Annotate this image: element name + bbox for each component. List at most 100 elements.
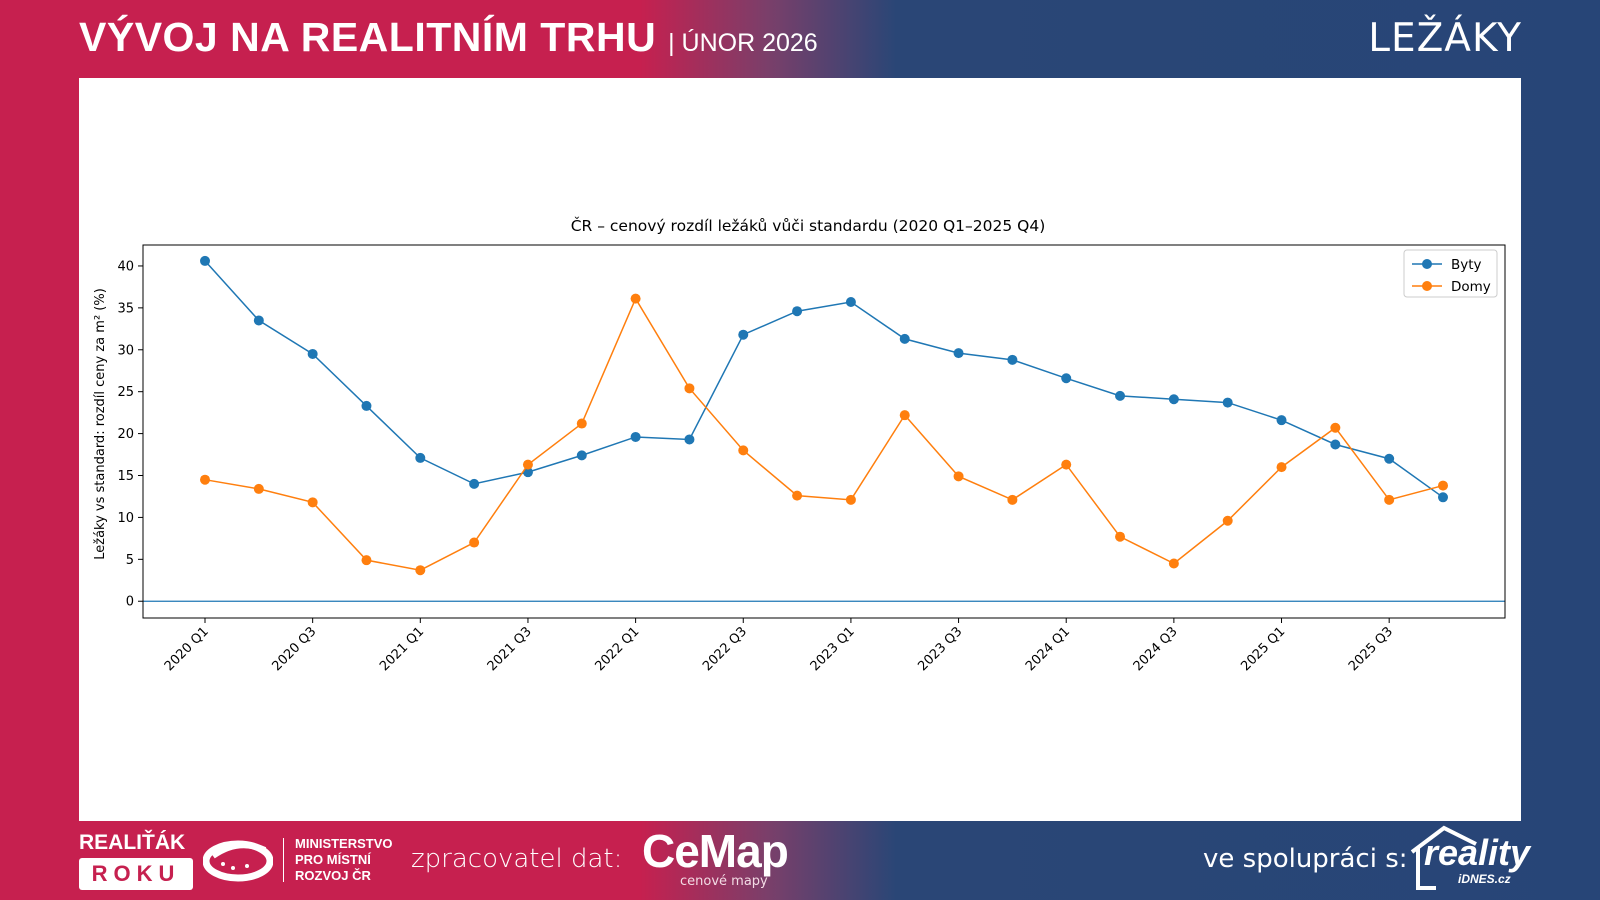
- x-tick-label: 2025 Q3: [1346, 624, 1396, 674]
- data-processor-label: zpracovatel dat:: [411, 844, 623, 874]
- y-tick-label: 30: [117, 343, 134, 358]
- data-point-domy: [576, 418, 587, 429]
- section-title: LEŽÁKY: [1368, 16, 1522, 61]
- data-point-domy: [1330, 422, 1341, 433]
- data-point-byty: [361, 400, 372, 411]
- ministry-divider: [283, 838, 284, 882]
- data-point-domy: [522, 459, 533, 470]
- cemap-logo-subtitle: cenové mapy: [680, 874, 768, 889]
- data-point-byty: [1115, 390, 1126, 401]
- y-tick-label: 15: [117, 469, 134, 484]
- x-tick-label: 2021 Q1: [377, 624, 427, 674]
- x-tick-label: 2025 Q1: [1238, 624, 1288, 674]
- data-point-byty: [1061, 373, 1072, 384]
- y-tick-label: 40: [117, 259, 134, 274]
- x-tick-label: 2020 Q1: [162, 624, 212, 674]
- y-axis-label: Ležáky vs standard: rozdíl ceny za m² (%…: [93, 288, 108, 560]
- data-point-domy: [1168, 558, 1179, 569]
- x-tick-label: 2023 Q3: [915, 624, 965, 674]
- data-point-byty: [307, 348, 318, 359]
- cemap-logo-word: CeMap: [642, 825, 789, 877]
- chart-title: ČR – cenový rozdíl ležáků vůči standardu…: [571, 216, 1046, 235]
- y-tick-label: 25: [117, 385, 134, 400]
- line-chart: ČR – cenový rozdíl ležáků vůči standardu…: [93, 216, 1506, 674]
- data-point-domy: [469, 537, 480, 548]
- legend-marker-domy: [1422, 281, 1432, 291]
- data-point-byty: [792, 306, 803, 317]
- data-point-byty: [1276, 415, 1287, 426]
- footer: REALIŤÁK ROKU MINISTERSTVO PRO MÍSTNÍ RO…: [0, 822, 1600, 900]
- realitak-logo-line1: REALIŤÁK: [79, 831, 186, 854]
- data-point-domy: [1007, 494, 1018, 505]
- data-point-domy: [1115, 531, 1126, 542]
- series-line-domy: [204, 297, 1444, 572]
- chart-panel: ČR – cenový rozdíl ležáků vůči standardu…: [79, 78, 1521, 821]
- data-point-byty: [1007, 354, 1018, 365]
- report-title-main: VÝVOJ NA REALITNÍM TRHU: [79, 14, 657, 60]
- y-tick-label: 20: [117, 427, 134, 442]
- series-line-byty: [204, 260, 1444, 498]
- data-point-domy: [307, 497, 318, 508]
- data-point-byty: [253, 315, 264, 326]
- data-point-domy: [845, 494, 856, 505]
- reality-logo-word: reality: [1424, 832, 1531, 873]
- data-point-domy: [200, 474, 210, 485]
- ministry-line2: PRO MÍSTNÍ: [295, 852, 371, 867]
- x-tick-label: 2021 Q3: [485, 624, 535, 674]
- ministry-logo-text: MINISTERSTVO PRO MÍSTNÍ ROZVOJ ČR: [295, 836, 393, 884]
- data-point-byty: [630, 431, 641, 442]
- data-point-domy: [253, 483, 264, 494]
- data-point-domy: [1276, 462, 1287, 473]
- data-point-domy: [1438, 480, 1448, 491]
- x-tick-label: 2024 Q3: [1131, 624, 1181, 674]
- report-title: VÝVOJ NA REALITNÍM TRHU | ÚNOR 2026: [79, 14, 818, 61]
- cemap-logo: CeMap cenové mapy: [642, 824, 812, 894]
- y-tick-label: 10: [117, 511, 134, 526]
- data-point-byty: [576, 450, 587, 461]
- data-point-byty: [415, 452, 426, 463]
- data-point-byty: [1222, 397, 1233, 408]
- cooperation-label: ve spolupráci s:: [1203, 844, 1408, 874]
- data-point-byty: [684, 434, 695, 445]
- y-tick-label: 5: [126, 553, 134, 568]
- y-tick-label: 35: [117, 301, 134, 316]
- data-point-domy: [361, 555, 372, 566]
- data-point-byty: [1168, 394, 1179, 405]
- report-date: | ÚNOR 2026: [668, 29, 818, 57]
- data-point-domy: [1061, 459, 1072, 470]
- data-point-domy: [738, 445, 749, 456]
- data-point-domy: [684, 383, 695, 394]
- legend-label-domy: Domy: [1451, 279, 1491, 295]
- data-point-byty: [953, 348, 964, 359]
- x-tick-label: 2020 Q3: [269, 624, 319, 674]
- data-point-byty: [845, 296, 856, 307]
- data-point-byty: [200, 255, 210, 266]
- x-tick-label: 2023 Q1: [808, 624, 858, 674]
- data-point-byty: [1384, 453, 1395, 464]
- x-tick-label: 2024 Q1: [1023, 624, 1073, 674]
- x-tick-label: 2022 Q1: [592, 624, 642, 674]
- y-tick-label: 0: [126, 595, 134, 610]
- data-point-byty: [522, 467, 533, 478]
- ministry-emblem-icon: [203, 840, 273, 882]
- data-point-domy: [1222, 515, 1233, 526]
- data-point-byty: [1438, 492, 1448, 503]
- legend-marker-byty: [1422, 259, 1432, 269]
- data-point-domy: [415, 565, 426, 576]
- ministry-line1: MINISTERSTVO: [295, 836, 393, 851]
- data-point-byty: [469, 478, 480, 489]
- data-point-byty: [738, 329, 749, 340]
- legend-label-byty: Byty: [1451, 257, 1482, 273]
- data-point-domy: [953, 471, 964, 482]
- data-point-byty: [1330, 439, 1341, 450]
- data-point-domy: [1384, 494, 1395, 505]
- data-point-domy: [792, 490, 803, 501]
- data-point-domy: [899, 410, 910, 421]
- reality-logo-subtitle: iDNES.cz: [1458, 872, 1511, 886]
- house-icon: [1410, 825, 1477, 890]
- data-point-domy: [630, 293, 641, 304]
- realitak-roku-logo: REALIŤÁK ROKU: [79, 832, 193, 890]
- x-tick-label: 2022 Q3: [700, 624, 750, 674]
- plot-area: 0 5 10 15 20 25 30 35 40 2020 Q1 2020 Q3 2021 Q1 202…: [117, 244, 1506, 674]
- reality-idnes-logo: reality iDNES.cz: [1406, 822, 1530, 892]
